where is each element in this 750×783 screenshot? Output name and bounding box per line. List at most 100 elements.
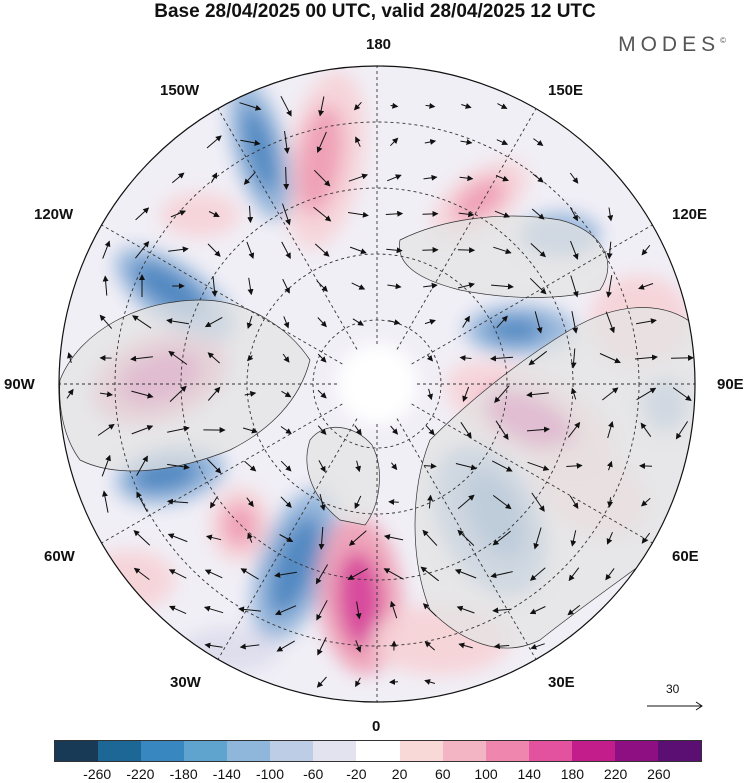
colorbar-segment: [227, 741, 271, 761]
wind-arrow: [279, 534, 294, 542]
wind-arrow: [570, 207, 578, 222]
colorbar-tick-label: -100: [255, 766, 285, 782]
wind-arrow: [276, 640, 295, 652]
colorbar-segment: [571, 741, 615, 761]
wind-arrow: [280, 95, 292, 117]
wind-arrow: [607, 497, 614, 508]
wind-arrow: [424, 679, 436, 685]
wind-arrow: [204, 316, 223, 328]
wind-arrow: [133, 567, 150, 580]
wind-arrow: [491, 460, 513, 472]
wind-arrow: [636, 387, 657, 401]
wind-arrow: [424, 319, 436, 325]
wind-arrow: [247, 532, 253, 543]
wind-arrow: [461, 103, 472, 109]
colorbar-tick-label: 220: [603, 766, 628, 782]
wind-arrow: [209, 496, 218, 509]
colorbar-ticks: -260 -220 -180 -140 -100 -60 -20 20 60 100 140 180 2…: [0, 766, 750, 783]
lon-label-120w: 120W: [34, 206, 74, 223]
lon-label-60w: 60W: [44, 548, 75, 565]
wind-arrow: [247, 354, 254, 362]
chart-title: Base 28/04/2025 00 UTC, valid 28/04/2025…: [154, 1, 596, 22]
wind-arrow: [243, 171, 256, 185]
wind-arrow: [319, 493, 326, 511]
wind-arrow: [282, 353, 290, 363]
wind-arrow: [318, 96, 325, 117]
anomaly-blob: [85, 550, 175, 610]
wind-arrow: [131, 425, 154, 435]
wind-arrow: [529, 606, 546, 615]
wind-arrow: [636, 318, 657, 325]
brand-logo: MODES©: [618, 33, 726, 57]
colorbar-tick-label: -260: [83, 766, 112, 782]
wind-arrow: [495, 175, 509, 182]
wind-arrow: [420, 566, 440, 582]
wind-arrow: [247, 205, 254, 224]
colorbar-tick-label: 100: [474, 766, 498, 782]
wind-arrow: [282, 203, 291, 226]
wind-arrow: [641, 244, 651, 256]
colorbar-segment: [141, 741, 185, 761]
wind-arrow: [423, 174, 438, 181]
wind-arrow: [207, 386, 221, 401]
wind-arrow: [317, 317, 327, 328]
wind-arrow: [390, 600, 398, 619]
wind-arrow: [460, 422, 472, 439]
wind-arrow: [135, 207, 150, 221]
wind-arrow: [455, 463, 478, 471]
colorbar-tick-label: 180: [560, 766, 585, 782]
wind-arrow: [102, 240, 111, 259]
wind-arrow: [570, 240, 579, 260]
wind-arrow: [571, 311, 579, 334]
wind-arrow: [246, 497, 254, 508]
wind-arrow: [607, 207, 614, 222]
wind-arrow: [422, 529, 438, 546]
wind-arrow: [427, 494, 434, 509]
wind-arrow: [318, 526, 325, 550]
wind-arrow: [530, 243, 546, 258]
wind-arrow: [422, 603, 437, 617]
wind-arrow: [348, 211, 369, 218]
wind-arrow: [282, 278, 290, 294]
wind-arrow: [135, 241, 150, 259]
wind-arrow: [531, 208, 545, 220]
wind-arrow: [459, 175, 474, 182]
wind-arrow: [388, 319, 401, 326]
wind-arrow: [354, 425, 362, 436]
colorbar-segment: [98, 741, 142, 761]
lon-label-180: 180: [366, 36, 392, 53]
wind-arrow: [526, 391, 549, 398]
brand-name: MODES: [618, 33, 721, 56]
colorbar-tick-label: 20: [391, 766, 408, 782]
colorbar-tick-label: -220: [126, 766, 155, 782]
wind-arrow: [317, 353, 327, 363]
wind-arrow: [530, 643, 545, 650]
wind-arrow: [605, 568, 615, 581]
wind-arrow: [317, 389, 327, 399]
wind-arrow: [601, 387, 619, 401]
wind-arrow: [606, 532, 613, 545]
wind-arrow: [568, 567, 580, 582]
wind-arrow: [313, 206, 332, 222]
wind-arrow: [491, 283, 514, 290]
wind-arrow: [526, 426, 550, 433]
wind-arrow: [244, 460, 257, 472]
wind-arrow: [529, 277, 547, 295]
wind-arrow: [101, 454, 111, 477]
anomaly-blob: [453, 178, 507, 222]
wind-arrow: [496, 139, 509, 146]
meridian-line: [101, 403, 343, 544]
wind-arrow: [283, 316, 290, 329]
wind-arrow: [166, 498, 189, 505]
lon-label-90e: 90E: [717, 376, 744, 393]
wind-arrow: [527, 461, 550, 471]
colorbar-segment: [184, 741, 228, 761]
wind-arrow: [280, 426, 292, 435]
wind-arrow: [206, 458, 222, 474]
wind-arrow: [101, 490, 109, 513]
wind-arrow: [533, 527, 542, 550]
wind-arrow: [532, 173, 544, 183]
wind-arrow: [426, 354, 434, 362]
colorbar-segment: [442, 741, 486, 761]
colorbar-segment: [614, 741, 658, 761]
